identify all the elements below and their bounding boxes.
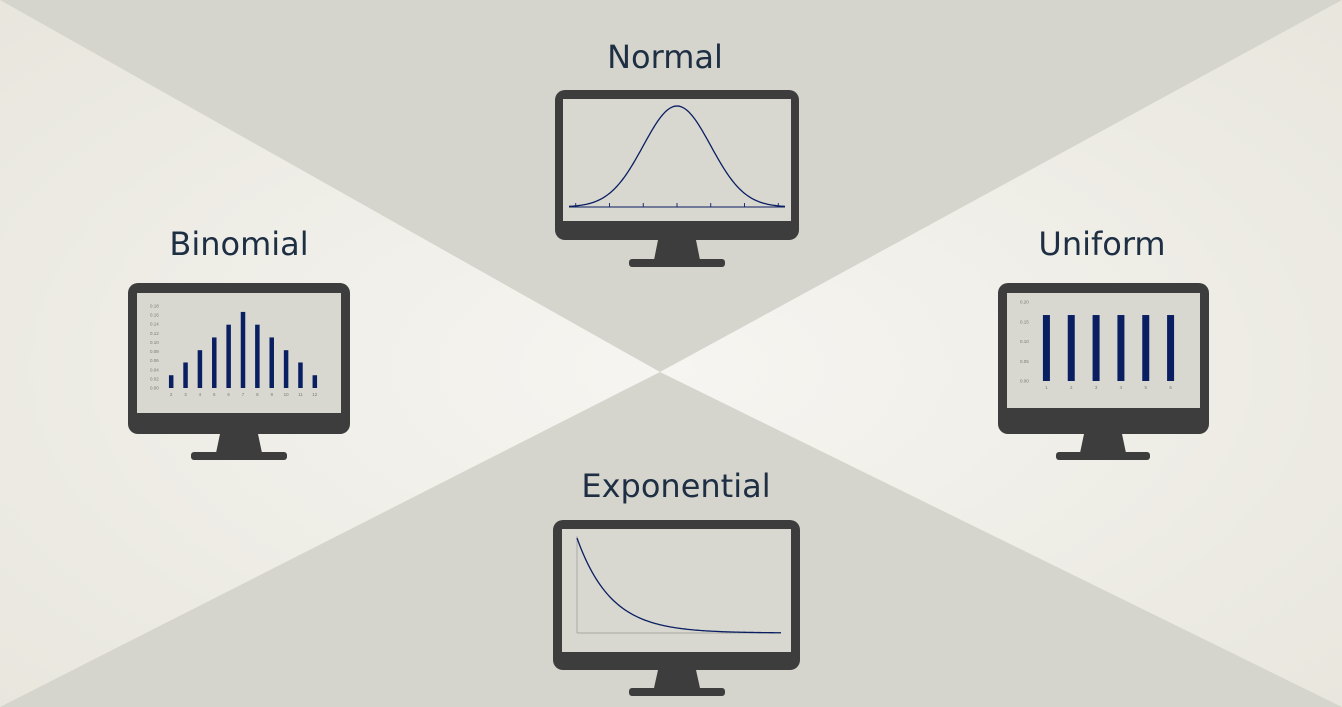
x-tick-label: 8 [256,392,259,397]
y-tick-label: 0.00 [150,386,159,391]
monitor-base [629,259,725,267]
x-tick-label: 11 [298,392,303,397]
x-tick-label: 10 [284,392,290,397]
monitor-neck [654,240,700,260]
uniform-monitor: 0.00 0.05 0.10 0.15 0.20 1 2 3 4 5 6 [998,283,1209,461]
y-tick-label: 0.15 [1020,319,1029,324]
x-tick-label: 5 [213,392,216,397]
bar [312,375,318,388]
monitor-neck [1080,434,1126,453]
monitor-screen [562,529,791,652]
bar [226,324,231,388]
y-tick-label: 0.06 [150,358,159,363]
binomial-distribution-plot: 0.00 0.02 0.04 0.06 0.08 0.10 0.12 0.14 0.16 0.18… [150,304,318,398]
monitor-neck [654,670,700,688]
bar [255,324,260,388]
normal-distribution-plot [568,105,786,208]
x-tick-label: 6 [227,392,230,397]
normal-monitor [555,90,799,268]
bar [1067,315,1075,381]
monitor-base [1056,452,1150,460]
bar [1042,315,1050,381]
y-tick-label: 0.05 [1020,359,1029,364]
x-tick-label: 4 [1120,385,1123,390]
y-tick-label: 0.16 [150,313,159,318]
bar [269,337,274,388]
bar [1092,315,1100,381]
monitor-base [629,688,725,696]
x-tick-label: 12 [312,392,318,397]
y-tick-label: 0.18 [150,304,159,309]
monitor-screen [137,293,341,413]
x-tick-label: 3 [184,392,187,397]
uniform-distribution-plot: 0.00 0.05 0.10 0.15 0.20 1 2 3 4 5 6 [1020,300,1175,390]
binomial-monitor: 0.00 0.02 0.04 0.06 0.08 0.10 0.12 0.14 0.16 0.18… [128,283,350,461]
bar [1142,315,1150,381]
normal-curve [568,105,786,208]
x-tick-label: 6 [1169,385,1172,390]
bar [298,362,303,388]
bar [1167,315,1175,381]
bar [240,311,246,388]
bar [212,337,217,388]
uniform-label: Uniform [1038,225,1166,263]
x-tick-label: 4 [199,392,202,397]
y-tick-label: 0.12 [150,331,159,336]
bar [183,362,188,388]
x-tick-label: 3 [1095,385,1098,390]
bar [283,350,289,388]
y-tick-label: 0.20 [1020,300,1029,305]
exponential-curve [576,537,781,634]
y-tick-label: 0.14 [150,322,159,327]
monitor-neck [216,434,262,453]
binomial-label: Binomial [169,225,309,263]
normal-label: Normal [607,38,723,76]
bar [1117,315,1125,381]
bar [197,350,203,388]
x-tick-label: 2 [170,392,173,397]
x-tick-label: 1 [1045,385,1048,390]
x-tick-label: 7 [242,392,245,397]
exponential-monitor [553,520,800,698]
y-tick-label: 0.10 [150,340,159,345]
x-tick-label: 9 [270,392,273,397]
monitor-base [191,452,287,460]
monitor-screen [563,99,791,221]
y-tick-label: 0.04 [150,367,159,372]
y-tick-label: 0.02 [150,376,159,381]
bar [168,375,174,388]
y-tick-label: 0.00 [1020,379,1029,384]
exponential-label: Exponential [581,467,771,505]
x-tick-label: 5 [1144,385,1147,390]
y-tick-label: 0.08 [150,349,159,354]
x-tick-label: 2 [1070,385,1073,390]
exponential-distribution-plot [576,536,781,634]
y-tick-label: 0.10 [1020,339,1029,344]
